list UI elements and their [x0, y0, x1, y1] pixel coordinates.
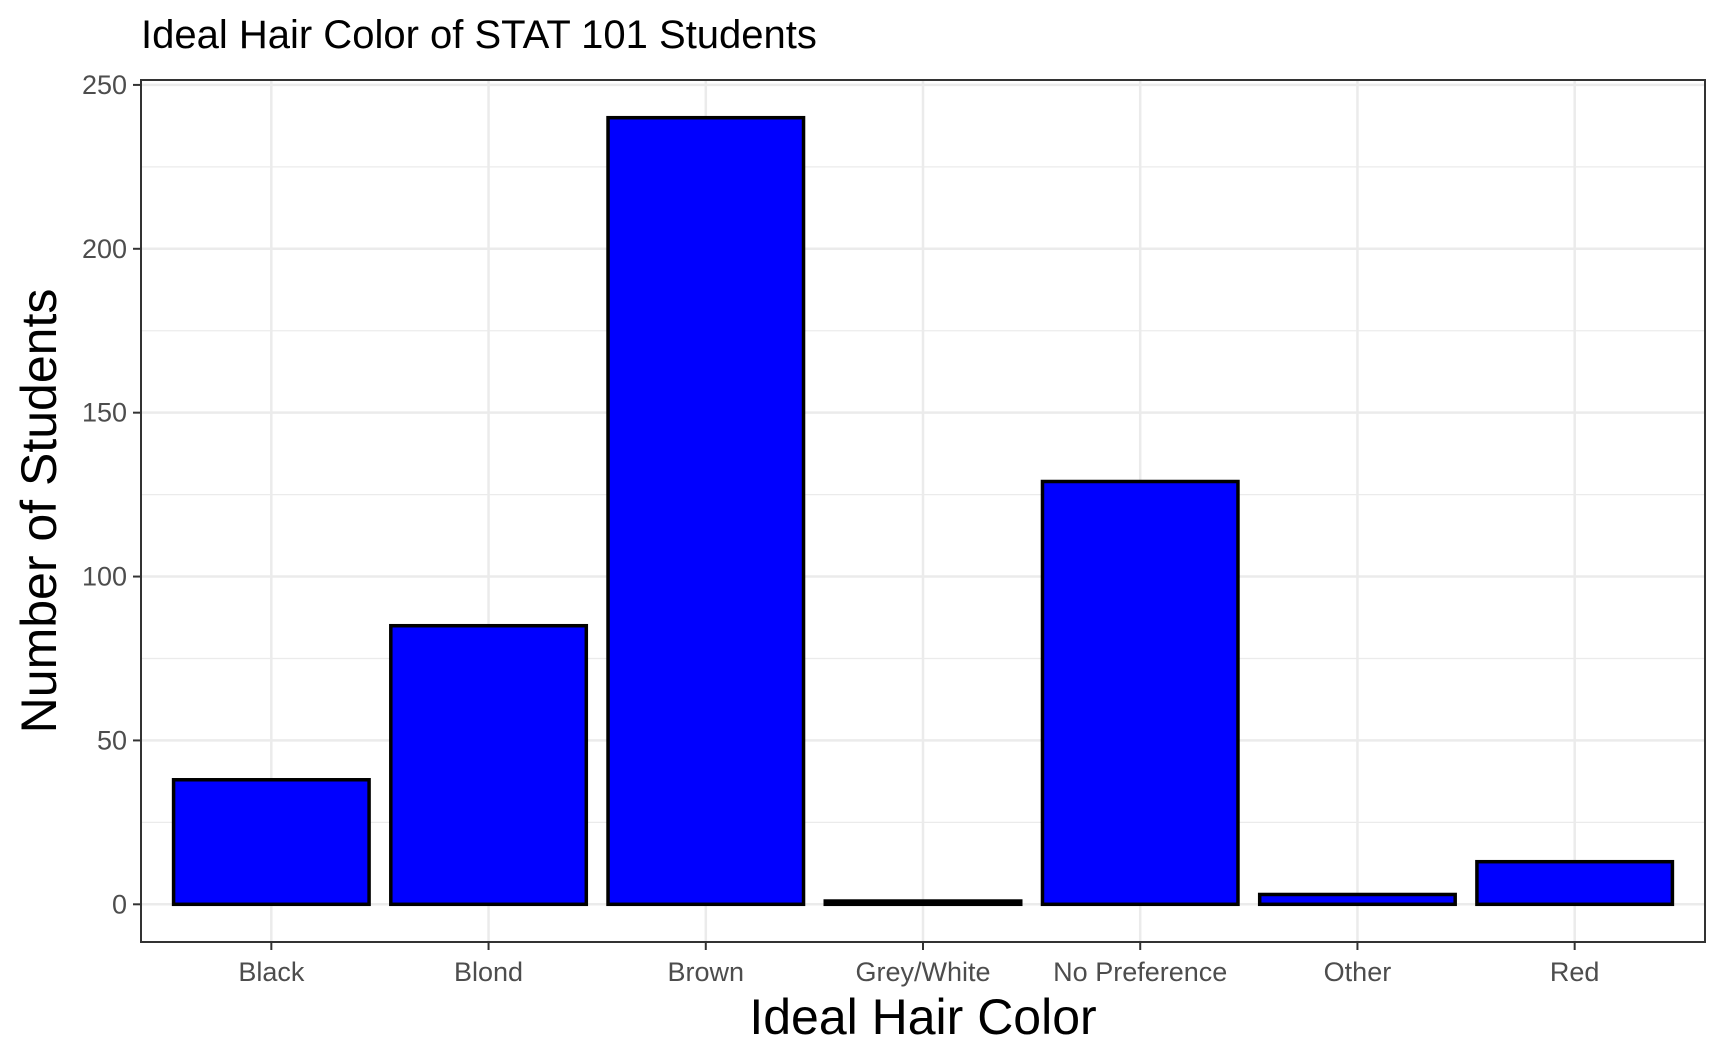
bar-black [171, 778, 371, 907]
bars [171, 115, 1675, 907]
x-tick-label: Grey/White [855, 957, 990, 987]
y-tick-label: 50 [97, 725, 127, 755]
bar-grey-white [823, 899, 1023, 907]
bar-blond [389, 623, 589, 907]
bar-no-preference [1040, 479, 1240, 907]
axes: 0 50 100 150 200 250 Black Blond Brown Grey/White… [82, 70, 1599, 987]
y-tick-label: 200 [82, 234, 127, 264]
y-tick-label: 250 [82, 70, 127, 100]
bar-brown [606, 115, 806, 907]
chart-title: Ideal Hair Color of STAT 101 Students [141, 13, 817, 57]
x-tick-label: No Preference [1053, 957, 1227, 987]
bar-other [1257, 892, 1457, 907]
x-tick-label: Blond [454, 957, 523, 987]
y-axis-title: Number of Students [11, 289, 67, 734]
y-tick-label: 0 [112, 889, 127, 919]
x-tick-label: Red [1550, 957, 1600, 987]
x-axis-title: Ideal Hair Color [749, 989, 1096, 1045]
bar-red [1475, 859, 1675, 907]
y-tick-label: 100 [82, 562, 127, 592]
y-tick-label: 150 [82, 398, 127, 428]
x-tick-label: Brown [668, 957, 745, 987]
x-tick-label: Black [238, 957, 305, 987]
x-tick-label: Other [1324, 957, 1392, 987]
